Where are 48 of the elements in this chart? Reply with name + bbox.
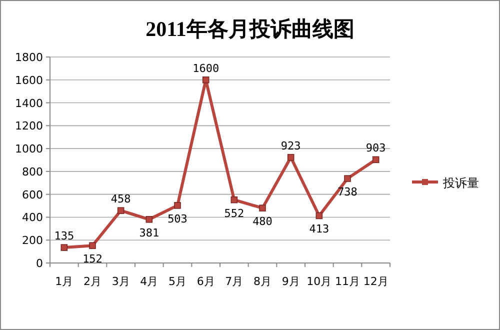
y-tick-label: 1400 (15, 96, 43, 110)
x-tick-label: 1月 (55, 275, 74, 288)
y-tick-label: 0 (36, 257, 43, 270)
data-label: 903 (366, 142, 386, 155)
data-label: 1600 (192, 62, 220, 75)
y-tick-label: 1200 (15, 120, 43, 133)
point (174, 202, 181, 209)
chart-title: 2011年各月投诉曲线图 (146, 17, 354, 41)
x-tick-label: 4月 (140, 275, 158, 288)
point (372, 156, 380, 164)
point (117, 207, 124, 214)
point (202, 76, 210, 84)
data-label: 381 (139, 226, 160, 240)
y-tick-label: 1000 (15, 142, 43, 156)
data-label: 503 (168, 212, 188, 226)
point (146, 216, 153, 223)
x-tick-label: 10月 (306, 275, 332, 288)
data-label: 152 (82, 252, 102, 266)
data-label: 135 (54, 230, 74, 243)
y-tick-label: 400 (22, 211, 43, 224)
point (287, 154, 294, 161)
point (60, 244, 68, 251)
y-tick-label: 600 (22, 188, 43, 202)
x-tick-label: 7月 (225, 275, 244, 288)
y-tick-label: 200 (22, 234, 43, 248)
point (316, 212, 323, 220)
x-tick-label: 8月 (254, 275, 272, 288)
point (259, 204, 266, 212)
data-label: 738 (338, 186, 358, 199)
x-tick-label: 3月 (112, 275, 130, 288)
data-label: 923 (280, 139, 301, 152)
data-label: 552 (224, 206, 244, 220)
x-tick-label: 5月 (168, 275, 186, 288)
point (89, 242, 96, 250)
x-tick-label: 12月 (363, 275, 388, 288)
data-label: 480 (252, 215, 272, 228)
x-tick-label: 11月 (335, 275, 360, 288)
data-label: 458 (110, 192, 131, 206)
point (230, 196, 238, 204)
x-tick-label: 6月 (196, 275, 215, 288)
point (344, 175, 351, 182)
x-tick-label: 2月 (84, 275, 102, 288)
y-tick-label: 1600 (15, 74, 43, 87)
legend-label: 投诉量 (442, 176, 479, 190)
x-tick-label: 9月 (282, 275, 300, 288)
data-label: 413 (309, 222, 330, 236)
y-tick-label: 1800 (15, 51, 43, 64)
y-tick-label: 800 (22, 165, 43, 178)
